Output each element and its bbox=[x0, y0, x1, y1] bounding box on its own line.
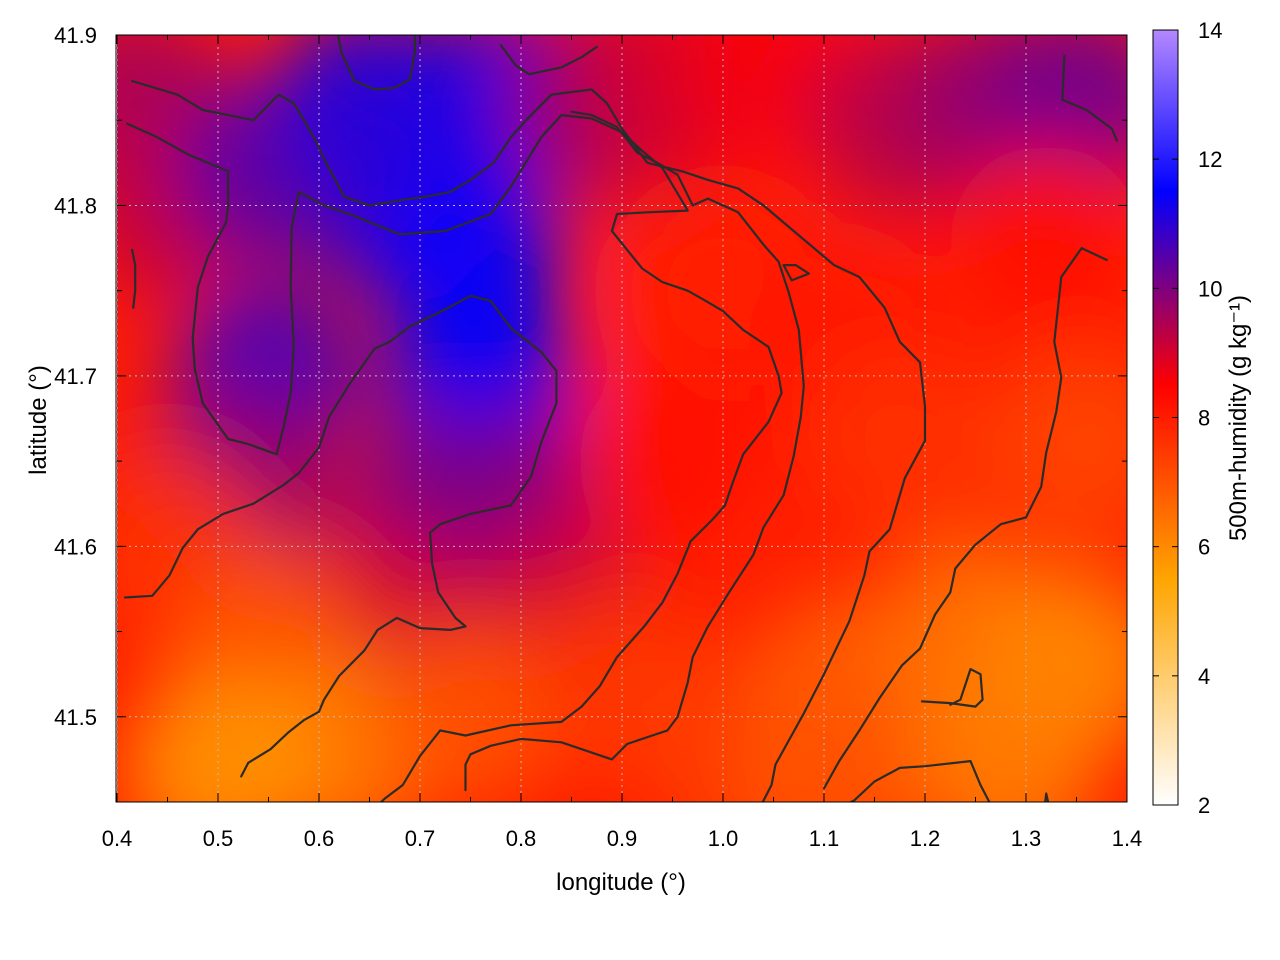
y-tick-label: 41.9 bbox=[54, 23, 97, 48]
humidity-cell bbox=[729, 689, 919, 802]
x-tick-label: 0.8 bbox=[506, 826, 537, 851]
x-tick-label: 0.4 bbox=[102, 826, 133, 851]
x-tick-label: 1.1 bbox=[809, 826, 840, 851]
y-axis-label: latitude (°) bbox=[25, 365, 52, 475]
y-tick-label: 41.7 bbox=[54, 364, 97, 389]
contour-line bbox=[1061, 54, 1118, 142]
x-tick-label: 1.3 bbox=[1011, 826, 1042, 851]
colorbar-tick-label: 2 bbox=[1198, 793, 1210, 818]
colorbar-tick-label: 6 bbox=[1198, 535, 1210, 560]
contour-line bbox=[131, 79, 927, 802]
x-axis: 0.4 0.5 0.6 0.7 0.8 0.9 1.0 1.1 1.2 1.3 1.4 bbox=[102, 35, 1143, 851]
x-tick-label: 1.2 bbox=[910, 826, 941, 851]
contour-line bbox=[464, 110, 805, 792]
x-tick-label: 1.0 bbox=[708, 826, 739, 851]
plot-area bbox=[115, 34, 1128, 803]
x-tick-label: 0.7 bbox=[405, 826, 436, 851]
y-tick-label: 41.6 bbox=[54, 534, 97, 559]
y-tick-label: 41.8 bbox=[54, 193, 97, 218]
colorbar: 2 4 6 8 10 12 14 500m-humidity (g kg⁻¹) bbox=[1152, 18, 1252, 818]
contour-line bbox=[337, 35, 416, 91]
colorbar-tick-label: 12 bbox=[1198, 147, 1222, 172]
colorbar-tick-label: 14 bbox=[1198, 18, 1222, 43]
x-tick-label: 0.6 bbox=[304, 826, 335, 851]
colorbar-tick-label: 8 bbox=[1198, 406, 1210, 431]
contour-line bbox=[499, 44, 598, 76]
contour-lines bbox=[124, 35, 1118, 802]
humidity-cell bbox=[991, 349, 1127, 540]
humidity-cell bbox=[375, 621, 566, 802]
contour-line bbox=[1044, 792, 1050, 802]
colorbar-ticks: 2 4 6 8 10 12 14 bbox=[1153, 18, 1222, 818]
contour-line bbox=[131, 248, 137, 309]
x-tick-label: 0.9 bbox=[607, 826, 638, 851]
contour-line bbox=[822, 247, 1108, 790]
colorbar-tick-label: 4 bbox=[1198, 664, 1210, 689]
x-tick-label: 1.4 bbox=[1112, 826, 1143, 851]
humidity-cell bbox=[951, 144, 1127, 335]
contour-line bbox=[782, 264, 810, 282]
contour-line bbox=[124, 294, 558, 778]
humidity-cell bbox=[577, 366, 768, 557]
colorbar-label: 500m-humidity (g kg⁻¹) bbox=[1225, 295, 1252, 541]
y-tick-label: 41.5 bbox=[54, 705, 97, 730]
humidity-cell bbox=[809, 349, 1000, 540]
contour-line bbox=[126, 114, 783, 802]
contour-line bbox=[920, 668, 984, 708]
y-axis: 41.5 41.6 41.7 41.8 41.9 bbox=[54, 23, 1127, 803]
contour-line bbox=[848, 760, 991, 802]
x-axis-label: longitude (°) bbox=[556, 869, 686, 896]
x-tick-label: 0.5 bbox=[203, 826, 234, 851]
colorbar-tick-label: 10 bbox=[1198, 276, 1222, 301]
